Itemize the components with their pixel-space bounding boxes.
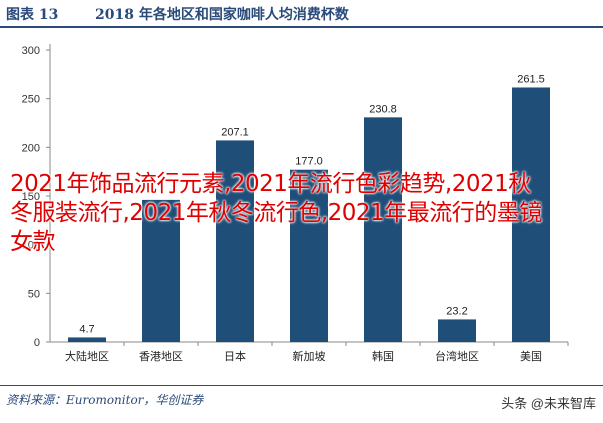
x-tick-label: 日本 bbox=[224, 349, 246, 363]
y-tick-label: 200 bbox=[22, 142, 40, 154]
y-tick-label: 0 bbox=[34, 337, 40, 349]
x-tick-label: 韩国 bbox=[372, 349, 394, 363]
y-tick-label: 50 bbox=[28, 288, 40, 300]
data-label: 230.8 bbox=[369, 103, 397, 115]
data-label: 4.7 bbox=[79, 323, 94, 335]
y-tick-label: 150 bbox=[22, 191, 40, 203]
data-label: 261.5 bbox=[517, 73, 545, 85]
chart-header: 图表 13 2018 年各地区和国家咖啡人均消费杯数 bbox=[0, 0, 603, 28]
source-rule bbox=[0, 385, 603, 386]
overlay-banner-text: 2021年饰品流行元素,2021年流行色彩趋势,2021秋冬服装流行,2021年… bbox=[10, 171, 542, 255]
data-label: 177.0 bbox=[295, 156, 323, 168]
bar bbox=[142, 199, 180, 342]
bar-chart: 0 50 100 150 200 250 300 4.7 大陆地区 香港地区 207.1 日本 177.… bbox=[22, 44, 569, 363]
x-tick-label: 大陆地区 bbox=[65, 349, 109, 363]
header-rule bbox=[0, 26, 603, 28]
y-tick-label: 100 bbox=[22, 240, 40, 252]
source-note: 资料来源：Euromonitor，华创证券 bbox=[6, 393, 204, 407]
bar bbox=[216, 140, 254, 342]
y-tick-label: 250 bbox=[22, 94, 40, 106]
data-label: 207.1 bbox=[221, 126, 249, 138]
bar bbox=[290, 169, 328, 342]
x-tick-label: 美国 bbox=[520, 350, 542, 363]
watermark: 头条 @未来智库 bbox=[498, 392, 599, 413]
bar bbox=[364, 117, 402, 342]
bar bbox=[512, 87, 550, 342]
bar bbox=[68, 337, 106, 342]
figure-label: 图表 13 bbox=[6, 7, 59, 23]
x-tick-label: 香港地区 bbox=[139, 350, 183, 363]
chart-title: 2018 年各地区和国家咖啡人均消费杯数 bbox=[95, 7, 349, 23]
data-label: 23.2 bbox=[446, 305, 467, 317]
bar bbox=[438, 319, 476, 342]
x-tick-label: 新加坡 bbox=[293, 349, 326, 363]
x-tick-label: 台湾地区 bbox=[435, 349, 479, 363]
y-tick-label: 300 bbox=[22, 45, 40, 57]
